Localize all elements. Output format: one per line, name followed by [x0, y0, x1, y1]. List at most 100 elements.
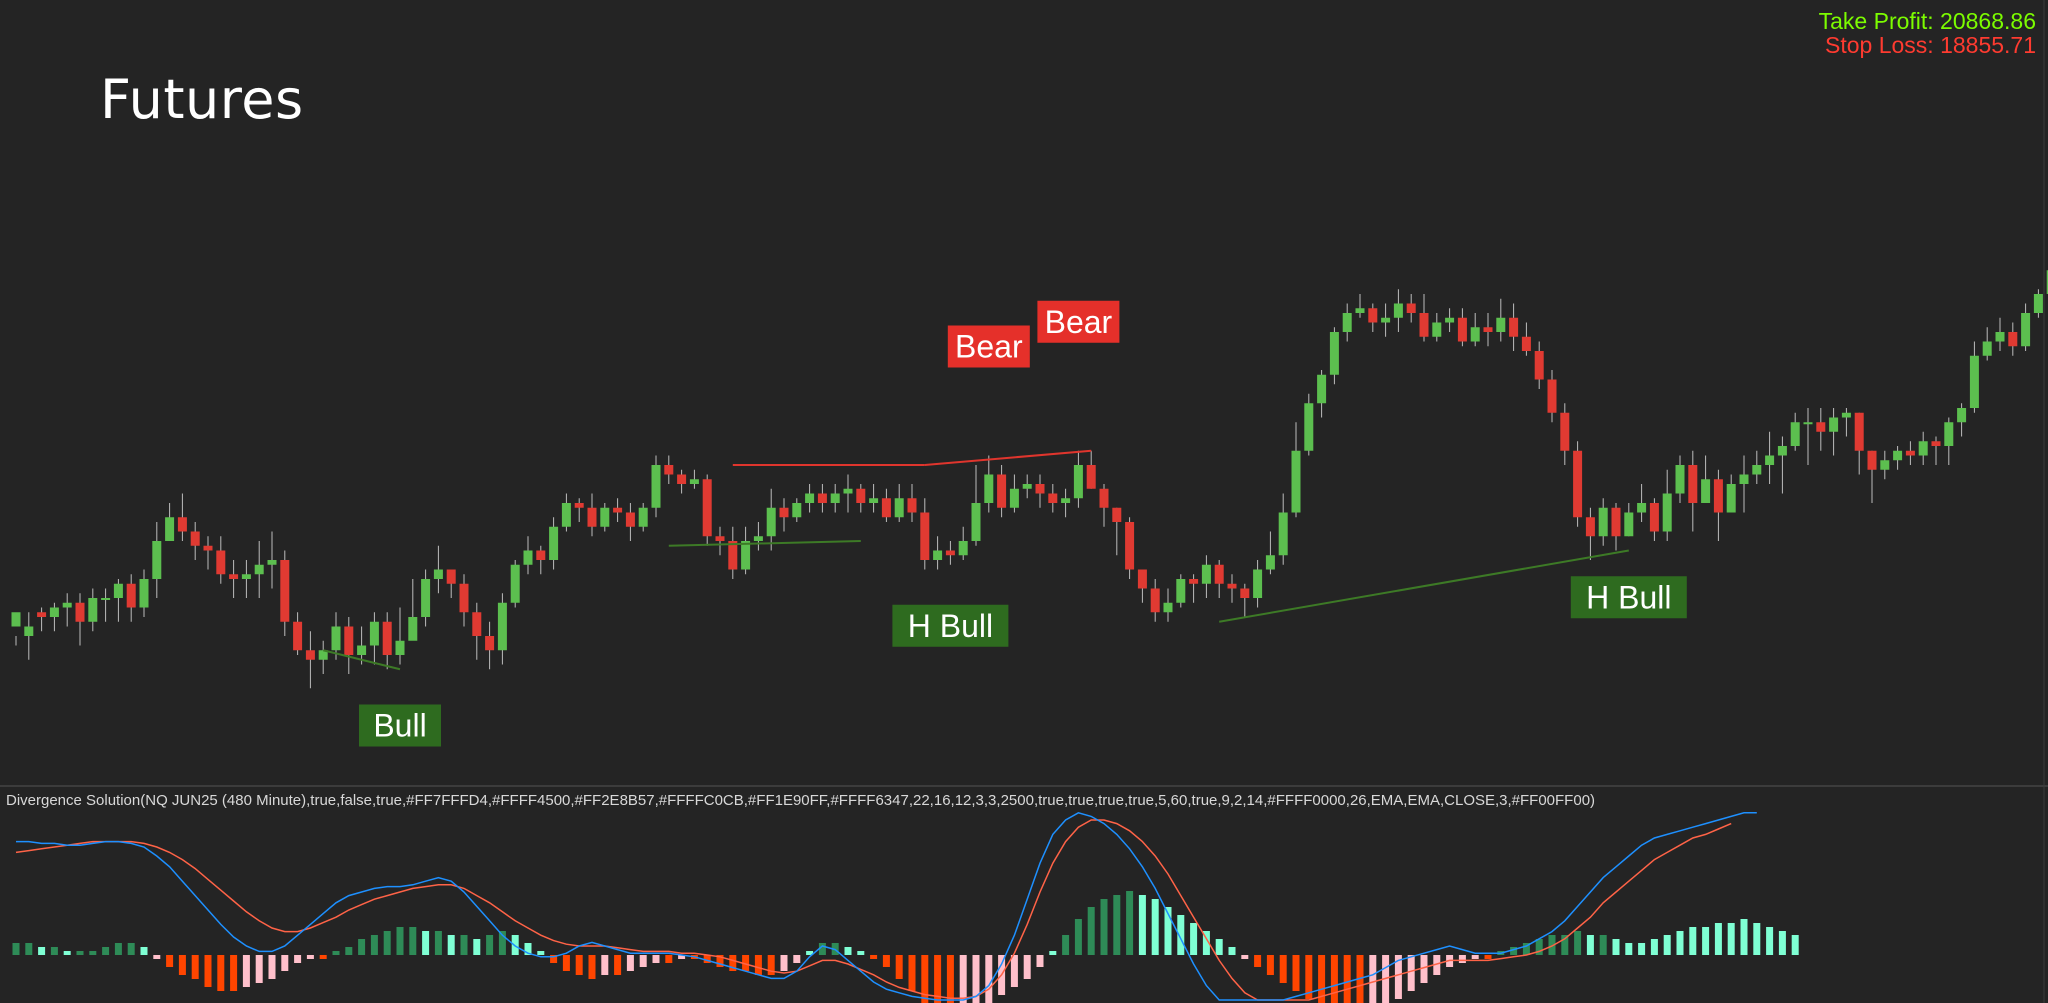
histogram-bar — [1190, 923, 1198, 955]
histogram-bar — [537, 951, 545, 955]
candle-body — [1022, 484, 1032, 489]
candle-body — [920, 512, 930, 560]
histogram-bar — [780, 955, 788, 971]
candle-body — [1304, 403, 1314, 451]
candle-body — [1880, 460, 1890, 470]
candle-down — [1048, 484, 1058, 513]
candle-down — [1816, 408, 1826, 451]
histogram-bar — [1202, 931, 1210, 955]
histogram-bar — [127, 943, 135, 955]
candle-body — [1624, 512, 1634, 537]
candle-body — [2046, 270, 2048, 294]
candle-body — [1752, 465, 1762, 475]
candle-body — [216, 550, 226, 575]
candle-body — [753, 536, 763, 541]
candle-up — [1073, 450, 1083, 508]
candle-up — [1445, 308, 1455, 332]
candle-up — [1022, 474, 1032, 499]
candle-down — [997, 465, 1007, 518]
candle-down — [920, 498, 930, 570]
candle-body — [1675, 465, 1685, 494]
candle-body — [1432, 322, 1442, 337]
histogram-bar — [63, 951, 71, 955]
histogram-bar — [409, 927, 417, 955]
histogram-bar — [1318, 955, 1326, 1003]
candle-up — [741, 526, 751, 575]
histogram-bar — [89, 951, 97, 955]
candle-down — [1905, 441, 1915, 465]
histogram-bar — [422, 931, 430, 955]
candle-body — [1278, 512, 1288, 556]
histogram-bar — [575, 955, 583, 975]
candle-body — [1099, 488, 1109, 508]
histogram-bar — [665, 955, 673, 963]
histogram-bar — [1510, 947, 1518, 955]
histogram-bar — [1023, 955, 1031, 979]
candle-body — [869, 498, 879, 503]
candle-body — [997, 474, 1007, 508]
candle-up — [1893, 446, 1903, 470]
signal-label-bg — [947, 325, 1030, 368]
candle-down — [664, 455, 674, 484]
histogram-bar — [358, 939, 366, 955]
histogram-bar — [818, 943, 826, 955]
candle-body — [254, 564, 264, 575]
histogram-bar — [383, 931, 391, 955]
candle-up — [1957, 403, 1967, 437]
histogram-bar — [1049, 951, 1057, 955]
candle-up — [318, 640, 328, 674]
histogram-bar — [1638, 943, 1646, 955]
histogram-bar — [281, 955, 289, 971]
candle-down — [881, 488, 891, 522]
candle-up — [1381, 303, 1391, 337]
candle-down — [1854, 412, 1864, 475]
candle-body — [1240, 588, 1250, 598]
candle-body — [1201, 564, 1211, 584]
candle-body — [907, 498, 917, 513]
candle-up — [1265, 531, 1275, 575]
candle-body — [574, 503, 584, 508]
histogram-bar — [473, 939, 481, 955]
candle-body — [1841, 412, 1851, 418]
candle-up — [1969, 341, 1979, 413]
candle-body — [958, 541, 968, 556]
histogram-bar — [1766, 927, 1774, 955]
candle-body — [1496, 317, 1506, 332]
candle-down — [1585, 507, 1595, 560]
candle-body — [1061, 498, 1071, 503]
candle-body — [651, 465, 661, 508]
histogram-bar — [1676, 931, 1684, 955]
candle-body — [625, 512, 635, 527]
histogram-bar — [895, 955, 903, 979]
histogram-bar — [1535, 939, 1543, 955]
candle-up — [1880, 450, 1890, 480]
candle-body — [369, 621, 379, 646]
histogram-bar — [972, 955, 980, 1003]
candle-body — [446, 569, 456, 584]
bull-signal-label: Bull — [359, 704, 441, 747]
histogram-bar — [319, 955, 327, 959]
app-title: Futures — [100, 68, 304, 131]
candle-body — [766, 507, 776, 537]
histogram-bar — [498, 931, 506, 955]
histogram-bar — [1599, 935, 1607, 955]
signal-label-bg — [359, 704, 441, 747]
candles-layer — [11, 270, 2048, 689]
candle-body — [203, 545, 213, 551]
histogram-bar — [793, 955, 801, 963]
candle-body — [331, 626, 341, 651]
candle-body — [305, 650, 315, 660]
candle-down — [126, 574, 136, 622]
candle-up — [638, 503, 648, 532]
histogram-bar — [230, 955, 238, 991]
signal-label-text: Bull — [373, 708, 426, 744]
candle-up — [241, 560, 251, 598]
candle-up — [11, 612, 21, 646]
candle-up — [1701, 455, 1711, 503]
histogram-bar — [614, 955, 622, 975]
histogram-bar — [1458, 955, 1466, 963]
candle-down — [485, 621, 495, 670]
bull-signal-label: H Bull — [1570, 576, 1687, 619]
candle-body — [1381, 317, 1391, 323]
